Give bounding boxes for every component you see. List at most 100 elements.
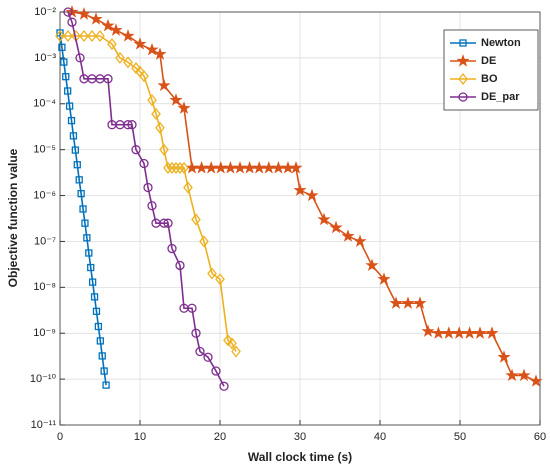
legend-marker xyxy=(456,54,470,67)
y-tick-label: 10⁻¹¹ xyxy=(31,419,57,431)
series-line xyxy=(59,32,107,386)
marker xyxy=(92,307,101,315)
y-tick-label: 10⁻⁴ xyxy=(33,98,56,110)
marker xyxy=(89,12,103,25)
marker xyxy=(227,337,237,350)
marker xyxy=(183,181,193,194)
marker xyxy=(139,70,149,83)
marker xyxy=(177,101,191,114)
marker xyxy=(123,120,133,130)
marker xyxy=(100,367,108,375)
marker xyxy=(167,161,177,174)
marker xyxy=(401,296,415,309)
legend-label: DE_par xyxy=(481,91,520,103)
y-tick-label: 10⁻⁹ xyxy=(33,327,56,339)
marker xyxy=(187,303,197,313)
marker xyxy=(151,107,161,120)
marker xyxy=(175,161,185,174)
marker xyxy=(153,47,167,60)
marker xyxy=(191,328,201,338)
marker xyxy=(67,17,77,27)
marker xyxy=(81,219,89,227)
marker xyxy=(485,326,499,339)
marker xyxy=(60,58,68,66)
marker xyxy=(79,29,89,43)
marker xyxy=(103,74,113,84)
marker xyxy=(143,182,153,193)
legend-marker xyxy=(459,39,467,47)
marker xyxy=(163,218,173,228)
marker xyxy=(353,234,367,248)
marker xyxy=(65,102,74,110)
marker xyxy=(317,212,331,226)
y-tick-label: 10⁻¹⁰ xyxy=(30,373,57,385)
legend-label: DE xyxy=(481,55,496,67)
marker xyxy=(123,56,133,69)
marker xyxy=(219,381,229,391)
marker xyxy=(421,324,435,337)
marker xyxy=(413,296,427,309)
marker xyxy=(71,146,80,154)
marker xyxy=(505,368,519,382)
marker xyxy=(95,29,105,43)
marker xyxy=(159,143,169,156)
marker xyxy=(211,366,221,376)
marker xyxy=(88,278,97,286)
marker xyxy=(497,350,511,363)
marker xyxy=(131,62,141,75)
y-tick-label: 10⁻² xyxy=(34,6,56,18)
x-tick-label: 40 xyxy=(374,431,386,443)
marker xyxy=(147,201,157,211)
legend-label: Newton xyxy=(481,37,521,49)
marker xyxy=(96,337,104,345)
marker xyxy=(133,37,147,50)
marker xyxy=(102,381,110,389)
marker xyxy=(191,213,201,226)
marker xyxy=(62,73,70,81)
legend-marker xyxy=(458,92,468,102)
marker xyxy=(107,38,117,51)
series-line xyxy=(71,11,537,382)
marker xyxy=(69,132,78,140)
x-tick-label: 20 xyxy=(214,431,226,443)
marker xyxy=(517,368,531,382)
marker xyxy=(63,7,73,17)
x-axis-label: Wall clock time (s) xyxy=(248,450,352,464)
marker xyxy=(289,161,303,174)
marker xyxy=(157,78,171,92)
marker xyxy=(115,51,125,64)
marker xyxy=(121,29,135,42)
marker xyxy=(377,272,391,285)
marker xyxy=(64,87,72,95)
marker xyxy=(207,267,217,280)
marker xyxy=(223,334,233,347)
marker xyxy=(109,23,123,36)
x-tick-label: 50 xyxy=(454,431,466,443)
y-axis-label: Objective function value xyxy=(6,148,20,287)
y-tick-label: 10⁻⁵ xyxy=(33,144,56,156)
marker xyxy=(77,7,91,20)
series-line xyxy=(60,35,237,352)
marker xyxy=(473,326,487,339)
marker xyxy=(147,94,157,107)
marker xyxy=(87,29,97,43)
y-tick-label: 10⁻⁷ xyxy=(34,235,56,247)
x-tick-label: 30 xyxy=(294,431,306,443)
marker xyxy=(159,218,169,228)
marker xyxy=(199,235,209,248)
legend-label: BO xyxy=(481,73,498,85)
marker xyxy=(98,352,106,360)
marker xyxy=(293,183,307,196)
marker xyxy=(83,234,91,242)
marker xyxy=(365,258,379,272)
marker xyxy=(139,158,149,169)
marker xyxy=(73,161,81,169)
y-tick-label: 10⁻⁸ xyxy=(33,281,56,293)
marker xyxy=(329,220,343,234)
x-tick-label: 60 xyxy=(534,431,546,443)
marker xyxy=(529,374,543,387)
marker xyxy=(195,346,205,357)
marker xyxy=(127,120,137,130)
